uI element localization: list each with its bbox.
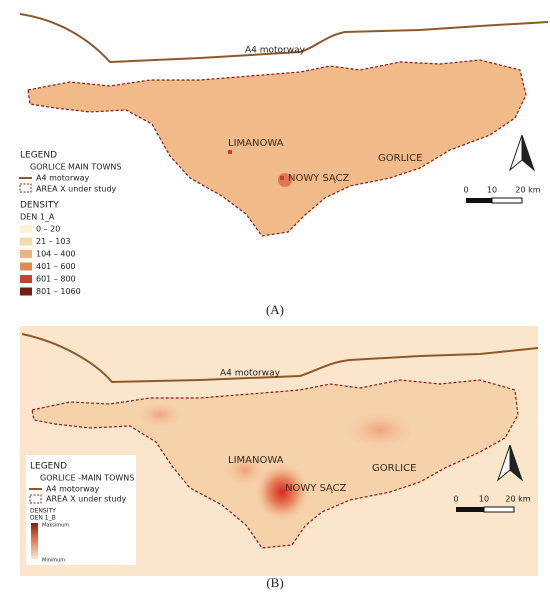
legend-swatch [20, 250, 32, 258]
north-arrow [508, 134, 536, 172]
legend-ramp-label: Minimum [42, 558, 65, 564]
town-label: LIMANOWA [228, 455, 284, 466]
motorway [19, 13, 549, 64]
legend-class: 401 – 600 [36, 262, 76, 271]
town-label: LIMANOWA [228, 138, 284, 149]
legend-classes: 0 – 20 21 – 103 104 – 400 401 – 600 601 – 80… [20, 225, 81, 296]
legend-symbol [19, 183, 32, 193]
legend-ramp [31, 523, 38, 559]
caption: (A) [266, 302, 284, 317]
town-label: NOWY SĄCZ [288, 173, 350, 184]
legend-class: 801 – 1060 [36, 287, 81, 296]
legend-swatch [20, 262, 32, 271]
legend-box [16, 146, 124, 300]
north-arrow [496, 444, 524, 482]
town-marker [280, 176, 284, 180]
scale-bar [466, 197, 523, 204]
legend-ramp-label: Maksimum [42, 523, 69, 529]
caption: (B) [266, 575, 283, 590]
town-label: NOWY SĄCZ [285, 483, 347, 494]
legend-item: AREA X under study [36, 185, 117, 194]
scale-bar [456, 506, 515, 513]
legend-class: 0 – 20 [36, 225, 60, 234]
legend-subtitle: DENSITY [20, 201, 59, 211]
town-label: GORLICE [372, 463, 416, 474]
legend-box [26, 455, 136, 565]
legend-title: LEGEND [20, 151, 57, 161]
legend-title: LEGEND [30, 462, 67, 472]
legend-item: A4 motorway [46, 485, 100, 494]
legend-subtitle: DENSITY [30, 508, 56, 515]
scale-label: 10 [487, 186, 497, 195]
legend-symbol [29, 494, 42, 504]
town-label: GORLICE [378, 153, 422, 164]
legend-swatch [20, 225, 32, 233]
scale-label: 0 [463, 186, 468, 195]
legend-subtitle: DEN 1_A [20, 213, 55, 222]
legend-class: 104 – 400 [36, 250, 76, 259]
legend-swatch [20, 237, 32, 246]
scale-label: 20 km [505, 495, 530, 504]
legend-swatch [20, 275, 32, 283]
motorway-label: A4 motorway [245, 46, 306, 56]
panel-a: A4 motorway LIMANOWA NOWY SĄCZ GORLICE L… [16, 13, 549, 317]
legend-item: GORLICE MAIN TOWNS [30, 163, 121, 172]
town-marker [228, 150, 232, 154]
legend-item: A4 motorway [36, 174, 90, 183]
scale-label: 20 km [515, 186, 540, 195]
density-blob [135, 400, 185, 430]
panel-b: A4 motorway LIMANOWA NOWY SĄCZ GORLICE L… [20, 326, 539, 590]
motorway-label: A4 motorway [220, 369, 281, 379]
legend-class: 601 – 800 [36, 275, 76, 284]
density-blob [340, 408, 420, 452]
scale-label: 10 [479, 495, 489, 504]
scale-label: 0 [453, 495, 458, 504]
legend-class: 21 – 103 [36, 237, 71, 246]
motorway [21, 333, 539, 384]
legend-subtitle: DEN 1_B [30, 515, 56, 522]
legend-swatch [20, 287, 32, 296]
legend-item: AREA X under study [46, 495, 127, 504]
legend-item: GORLICE -MAIN TOWNS [40, 474, 134, 483]
hotspot [254, 462, 310, 522]
study-area [27, 59, 527, 237]
